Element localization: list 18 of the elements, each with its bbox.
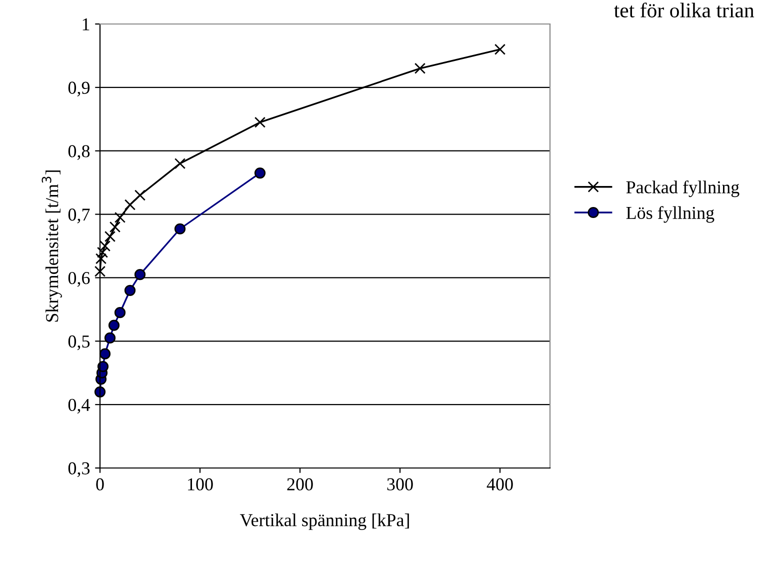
x-tick-label: 400 bbox=[486, 478, 513, 490]
y-tick-label: 1 bbox=[82, 18, 90, 30]
y-tick-label: 0,8 bbox=[68, 145, 90, 160]
x-tick-label: 200 bbox=[287, 478, 313, 490]
y-tick-label: 0,7 bbox=[68, 208, 90, 224]
x-axis-title: Vertikal spänning [kPa] bbox=[240, 514, 409, 530]
y-tick-label: 0,9 bbox=[68, 82, 90, 96]
legend-label: Lös fyllning bbox=[626, 206, 714, 223]
x-tick-label: 100 bbox=[188, 478, 213, 490]
y-tick-label: 0,3 bbox=[68, 462, 90, 478]
y-tick-label: 0,4 bbox=[68, 398, 90, 414]
text: tet för olika trian bbox=[614, 2, 754, 18]
y-axis-title: Skrymdensitet [t/m$^{3}$] bbox=[42, 170, 62, 322]
y-tick-label: 0,5 bbox=[68, 335, 90, 350]
x-tick-label: 0 bbox=[96, 478, 104, 490]
x-tick-label: 300 bbox=[387, 478, 413, 490]
y-tick-label: 0,6 bbox=[68, 272, 90, 287]
legend-label: Packad fyllning bbox=[626, 180, 740, 198]
